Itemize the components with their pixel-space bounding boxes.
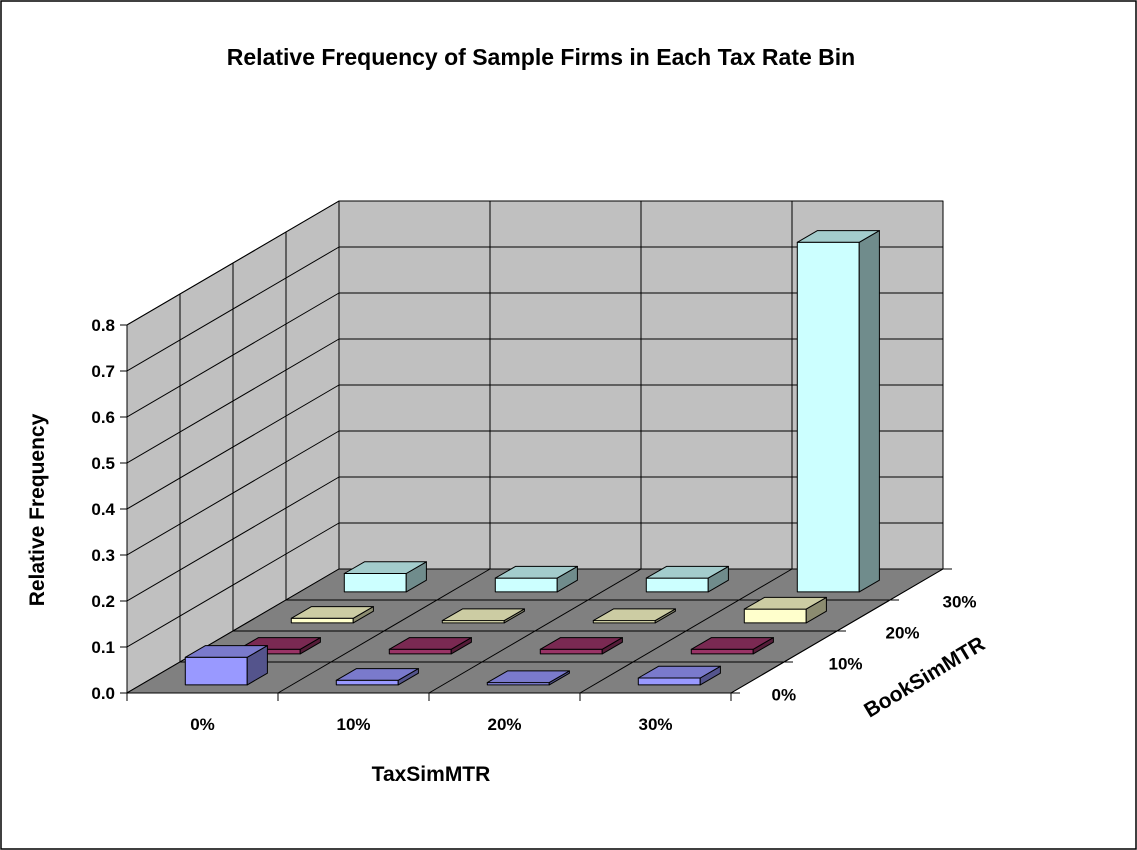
bar-front-face: [290, 617, 354, 624]
bar-top-face: [592, 608, 676, 622]
depth-tick-label: 30%: [943, 593, 977, 612]
depth-tick-label: 10%: [829, 655, 863, 674]
bar-top-face: [637, 665, 721, 679]
y-axis-title: Relative Frequency: [26, 413, 49, 606]
chart-bars: [184, 230, 880, 686]
x-tick-label: 30%: [638, 715, 672, 734]
bar-top-face: [645, 565, 729, 579]
y-tick-label: 0.5: [91, 454, 115, 473]
bar-front-face: [494, 577, 558, 593]
bar-top-face: [184, 645, 268, 658]
bar-30%-20%: [645, 565, 729, 593]
bar-top-face: [494, 565, 578, 579]
bar-front-face: [796, 241, 860, 593]
x-tick-label: 20%: [487, 715, 521, 734]
depth-tick-label: 0%: [772, 686, 797, 705]
bar-10%-20%: [539, 637, 623, 655]
bar-10%-30%: [690, 637, 774, 655]
bar-0%-0%: [184, 645, 268, 686]
chart-labels: 0.0 0.1 0.2 0.3 0.4 0.5 0.6 0.7 0.8 0% 10% 20% 30% 0%…: [91, 316, 976, 734]
bar-front-face: [690, 648, 754, 655]
bar-20%-0%: [290, 606, 374, 624]
bar-front-face: [388, 648, 452, 655]
x-tick-label: 10%: [336, 715, 370, 734]
bar-top-face: [335, 668, 419, 681]
depth-tick-label: 20%: [886, 624, 920, 643]
y-tick-label: 0.2: [91, 592, 115, 611]
y-tick-label: 0.7: [91, 362, 115, 381]
bar-0%-30%: [637, 665, 721, 686]
bar-front-face: [645, 577, 709, 593]
bar-front-face: [539, 648, 603, 655]
bar-top-face: [441, 608, 525, 622]
x-tick-label: 0%: [190, 715, 215, 734]
y-tick-label: 0.0: [91, 684, 115, 703]
y-tick-label: 0.3: [91, 546, 115, 565]
bar-30%-10%: [494, 565, 578, 593]
bar-top-face: [343, 561, 427, 574]
bar-30%-30%: [796, 230, 880, 593]
y-tick-label: 0.8: [91, 316, 115, 335]
bar-front-face: [637, 677, 701, 686]
bar-top-face: [690, 637, 774, 650]
bar-top-face: [796, 230, 880, 243]
bar-top-face: [290, 606, 374, 619]
y-tick-label: 0.6: [91, 408, 115, 427]
bar-front-face: [184, 656, 248, 686]
bar-top-face: [539, 637, 623, 650]
bar-front-face: [335, 679, 399, 686]
y-tick-label: 0.1: [91, 638, 115, 657]
bar-10%-10%: [388, 637, 472, 655]
bar-front-face: [743, 608, 807, 624]
chart-walls: [126, 200, 944, 694]
bar-20%-30%: [743, 596, 827, 624]
bar-top-face: [486, 670, 570, 684]
chart-title: Relative Frequency of Sample Firms in Ea…: [227, 44, 855, 70]
bar-30%-0%: [343, 561, 427, 593]
bar-20%-10%: [441, 608, 525, 624]
bar-0%-20%: [486, 670, 570, 686]
bar-top-face: [743, 596, 827, 610]
bar-front-face: [343, 573, 407, 593]
x-axis-title: TaxSimMTR: [372, 763, 491, 786]
y-tick-label: 0.4: [91, 500, 115, 519]
bar-side-face: [858, 230, 880, 593]
bar-top-face: [388, 637, 472, 650]
bar-20%-20%: [592, 608, 676, 624]
bar-0%-10%: [335, 668, 419, 686]
